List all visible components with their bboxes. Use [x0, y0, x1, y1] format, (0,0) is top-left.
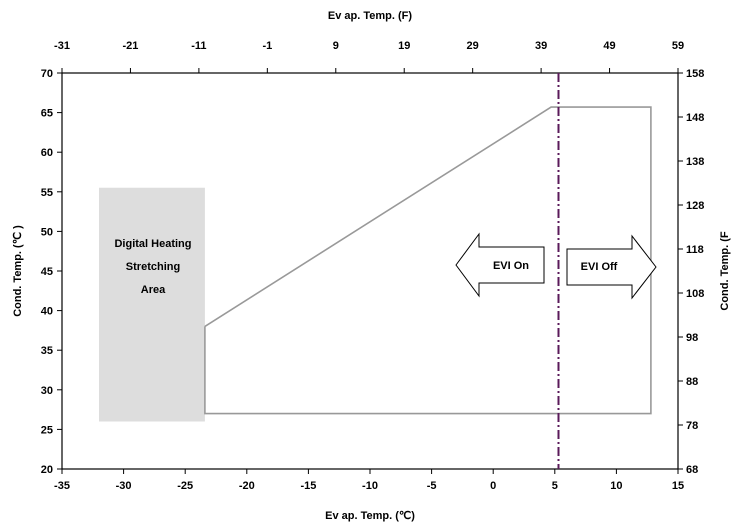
x-tick-label: 10 [610, 480, 622, 492]
x-tick-label: 15 [672, 480, 684, 492]
x-top-tick-label: -31 [54, 40, 70, 52]
digital-area-label: Digital Heating [114, 238, 191, 250]
evi-on-label: EVI On [493, 260, 529, 272]
x-tick-label: -5 [427, 480, 437, 492]
evi-off-label: EVI Off [581, 261, 618, 273]
y-right-tick-label: 128 [686, 200, 704, 212]
x-top-tick-label: -1 [262, 40, 272, 52]
y-tick-label: 25 [41, 424, 53, 436]
y-tick-label: 60 [41, 147, 53, 159]
evi-on-arrow [455, 232, 545, 298]
y-right-tick-label: 118 [686, 244, 704, 256]
x-top-tick-label: 49 [603, 40, 615, 52]
axis-titles: Ev ap. Temp. (℃) Ev ap. Temp. (F) Cond. Te… [12, 10, 731, 522]
x-tick-label: -25 [177, 480, 193, 492]
x-top-tick-label: 59 [672, 40, 684, 52]
area-digital-heating-stretching [99, 187, 205, 422]
x-axis-title-top: Ev ap. Temp. (F) [328, 10, 412, 22]
y-tick-label: 70 [41, 68, 53, 80]
y-tick-label: 20 [41, 464, 53, 476]
y-tick-label: 35 [41, 345, 53, 357]
digital-area-label: Area [141, 284, 166, 296]
x-top-tick-label: 9 [333, 40, 339, 52]
x-axis-title-bottom: Ev ap. Temp. (℃) [325, 510, 415, 522]
y-right-tick-label: 78 [686, 420, 698, 432]
y-right-tick-label: 88 [686, 376, 698, 388]
tick-labels: -35 -30 -25 -20 -15 -10 -5 0 5 10 15 20 25 30 35 40 45 50… [41, 40, 705, 492]
y-axis-title-left: Cond. Temp. (℃ ) [12, 225, 24, 317]
x-tick-label: -35 [54, 480, 70, 492]
y-right-tick-label: 98 [686, 332, 698, 344]
x-tick-label: 5 [552, 480, 558, 492]
x-top-tick-label: -21 [122, 40, 138, 52]
x-top-tick-label: 29 [467, 40, 479, 52]
tick-marks [57, 68, 683, 474]
y-right-tick-label: 138 [686, 156, 704, 168]
x-tick-label: -20 [239, 480, 255, 492]
y-axis-title-right: Cond. Temp. (F [719, 231, 731, 311]
x-top-tick-label: -11 [191, 40, 206, 52]
x-tick-label: -10 [362, 480, 378, 492]
x-tick-label: -30 [116, 480, 132, 492]
y-right-tick-label: 68 [686, 464, 698, 476]
y-tick-label: 65 [41, 108, 53, 120]
y-tick-label: 30 [41, 385, 53, 397]
y-tick-label: 55 [41, 187, 53, 199]
x-tick-label: -15 [300, 480, 316, 492]
y-right-tick-label: 148 [686, 112, 704, 124]
y-right-tick-label: 108 [686, 288, 704, 300]
x-tick-label: 0 [490, 480, 496, 492]
annotations: Digital Heating Stretching Area EVI On EVI O… [114, 232, 657, 300]
y-tick-label: 45 [41, 266, 53, 278]
x-top-tick-label: 19 [398, 40, 410, 52]
evi-off-arrow [566, 234, 657, 300]
y-tick-label: 50 [41, 226, 53, 238]
digital-area-label: Stretching [126, 261, 180, 273]
y-tick-label: 40 [41, 306, 53, 318]
x-top-tick-label: 39 [535, 40, 547, 52]
y-right-tick-label: 158 [686, 68, 704, 80]
